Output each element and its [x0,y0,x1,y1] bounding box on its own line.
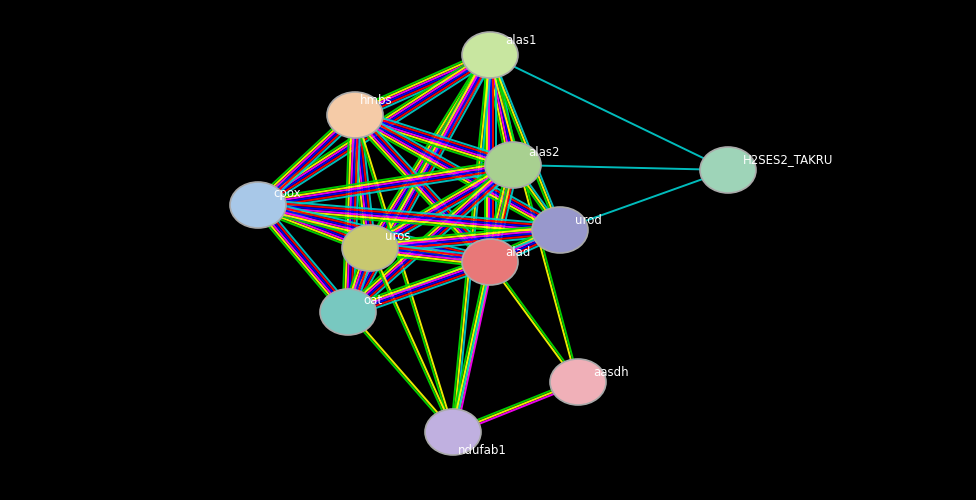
Text: aasdh: aasdh [593,366,629,378]
Ellipse shape [230,182,286,228]
Ellipse shape [700,147,756,193]
Text: oat: oat [363,294,383,306]
Text: cpox: cpox [273,186,301,200]
Ellipse shape [462,239,518,285]
Text: alas1: alas1 [505,34,537,46]
Text: uros: uros [385,230,411,242]
Text: hmbs: hmbs [360,94,392,106]
Text: ndufab1: ndufab1 [458,444,507,456]
Text: alad: alad [505,246,530,258]
Ellipse shape [327,92,383,138]
Text: alas2: alas2 [528,146,559,160]
Ellipse shape [462,32,518,78]
Ellipse shape [485,142,541,188]
Ellipse shape [320,289,376,335]
Ellipse shape [342,225,398,271]
Ellipse shape [550,359,606,405]
Text: H2SES2_TAKRU: H2SES2_TAKRU [743,154,834,166]
Ellipse shape [532,207,588,253]
Text: urod: urod [575,214,602,226]
Ellipse shape [425,409,481,455]
